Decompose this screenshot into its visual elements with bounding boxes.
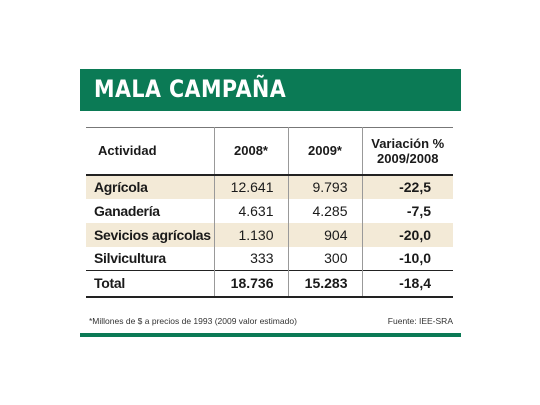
header-actividad: Actividad <box>98 143 157 159</box>
total-2009: 15.283 <box>287 270 362 297</box>
row-2009: 300 <box>287 246 362 271</box>
table-header-row: Actividad 2008* 2009* Variación % 2009/2… <box>86 127 453 175</box>
header-2009: 2009* <box>287 127 362 175</box>
row-actividad: Silvicultura <box>94 250 166 267</box>
row-2008: 4.631 <box>213 198 288 223</box>
table-row: Agrícola 12.641 9.793 -22,5 <box>86 174 453 199</box>
total-2008: 18.736 <box>213 270 288 297</box>
data-table-container: Actividad 2008* 2009* Variación % 2009/2… <box>86 127 453 298</box>
row-variacion: -20,0 <box>361 222 453 247</box>
row-variacion: -10,0 <box>361 246 453 271</box>
total-label: Total <box>94 275 125 292</box>
table-row: Sevicios agrícolas 1.130 904 -20,0 <box>86 222 453 247</box>
table-row: Silvicultura 333 300 -10,0 <box>86 246 453 271</box>
row-actividad: Sevicios agrícolas <box>94 226 211 243</box>
row-2008: 12.641 <box>213 174 288 199</box>
title-banner: MALA CAMPAÑA <box>80 69 461 111</box>
footnote: *Millones de $ a precios de 1993 (2009 v… <box>89 316 297 326</box>
row-variacion: -7,5 <box>361 198 453 223</box>
source-note: Fuente: IEE-SRA <box>387 316 453 326</box>
row-2009: 9.793 <box>287 174 362 199</box>
total-variacion: -18,4 <box>361 270 453 297</box>
row-actividad: Ganadería <box>94 202 160 219</box>
row-2008: 1.130 <box>213 222 288 247</box>
total-row: Total 18.736 15.283 -18,4 <box>86 270 453 297</box>
table-body: Agrícola 12.641 9.793 -22,5 Ganadería 4.631 4.… <box>86 174 453 297</box>
row-actividad: Agrícola <box>94 179 148 195</box>
table-row: Ganadería 4.631 4.285 -7,5 <box>86 198 453 223</box>
row-variacion: -22,5 <box>361 174 453 199</box>
header-variacion: Variación % 2009/2008 <box>361 127 453 175</box>
row-2009: 4.285 <box>287 198 362 223</box>
row-2008: 333 <box>213 246 288 271</box>
row-2009: 904 <box>287 222 362 247</box>
bottom-rule <box>80 333 461 337</box>
header-variacion-text: Variación % 2009/2008 <box>371 135 445 166</box>
chart-title: MALA CAMPAÑA <box>94 75 287 103</box>
header-2008: 2008* <box>213 127 288 175</box>
data-table: Actividad 2008* 2009* Variación % 2009/2… <box>86 127 453 298</box>
